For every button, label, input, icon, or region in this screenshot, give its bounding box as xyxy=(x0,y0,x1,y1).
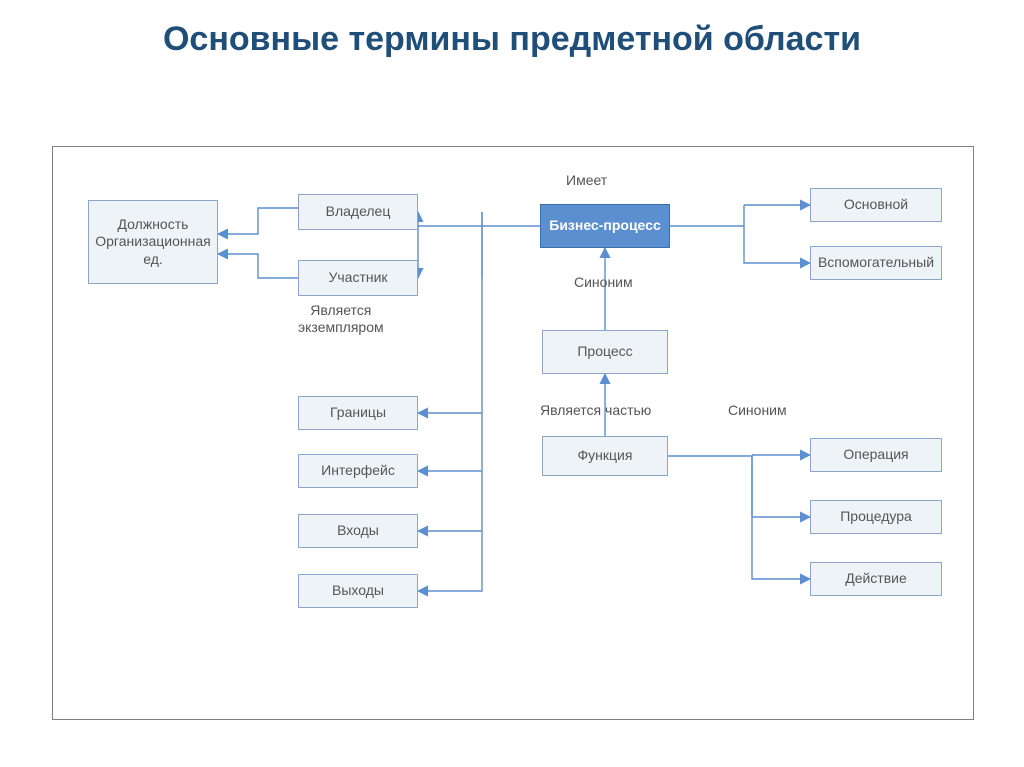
slide-title: Основные термины предметной области xyxy=(0,20,1024,59)
node-vhody: Входы xyxy=(298,514,418,548)
label-yavlekszemp: Является экземпляром xyxy=(298,302,384,336)
label-sinonim1: Синоним xyxy=(574,274,633,291)
label-yavlchastyu: Является частью xyxy=(540,402,651,419)
node-uchastnik: Участник xyxy=(298,260,418,296)
node-vyhody: Выходы xyxy=(298,574,418,608)
node-funkciya: Функция xyxy=(542,436,668,476)
node-granicy: Границы xyxy=(298,396,418,430)
label-imeet: Имеет xyxy=(566,172,607,189)
node-operaciya: Операция xyxy=(810,438,942,472)
slide: Основные термины предметной области Долж… xyxy=(0,0,1024,767)
node-deystvie: Действие xyxy=(810,562,942,596)
node-process: Процесс xyxy=(542,330,668,374)
node-interfeys: Интерфейс xyxy=(298,454,418,488)
node-osnovnoy: Основной xyxy=(810,188,942,222)
node-biznesprocess: Бизнес-процесс xyxy=(540,204,670,248)
label-sinonim2: Синоним xyxy=(728,402,787,419)
node-vspomogatelny: Вспомогательный xyxy=(810,246,942,280)
node-procedura: Процедура xyxy=(810,500,942,534)
node-dolzhnost: Должность Организационная ед. xyxy=(88,200,218,284)
title-text: Основные термины предметной области xyxy=(163,20,861,58)
node-vladelets: Владелец xyxy=(298,194,418,230)
